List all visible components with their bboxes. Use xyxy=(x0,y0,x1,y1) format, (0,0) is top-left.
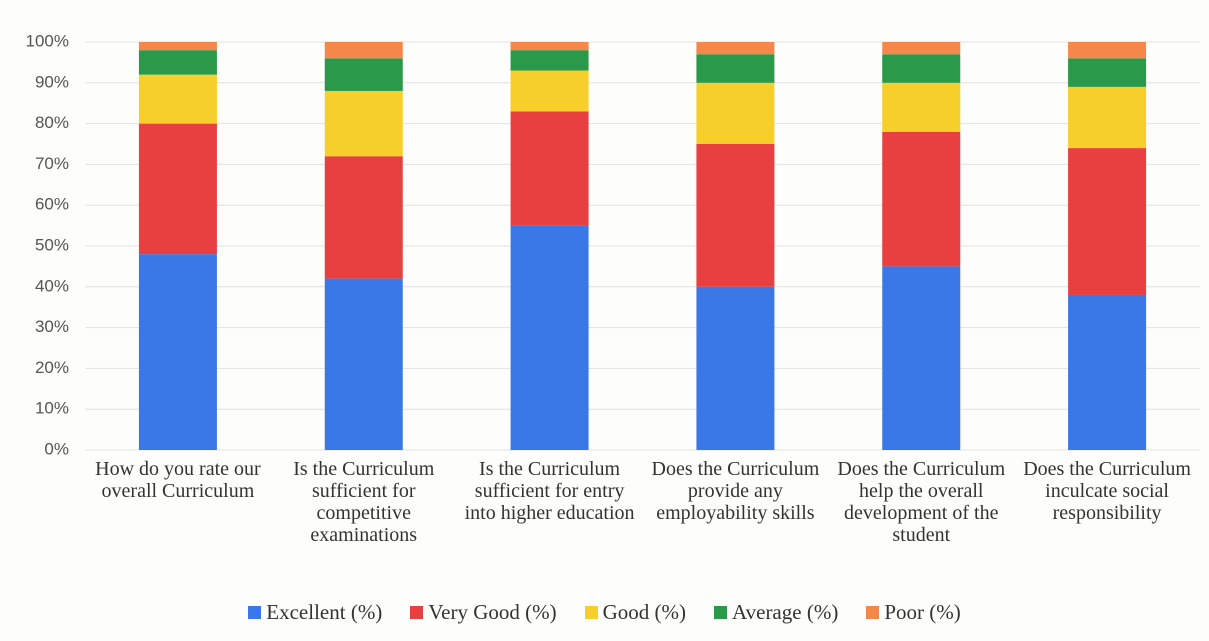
legend-swatch xyxy=(410,606,424,619)
x-tick-label: How do you rate our overall Curriculum xyxy=(95,458,261,502)
bar-segment xyxy=(882,266,961,450)
x-tick-label: Is the Curriculum sufficient for competi… xyxy=(293,458,435,546)
y-tick-label: 10% xyxy=(35,399,69,418)
bar-segment xyxy=(510,111,589,226)
y-tick-label: 60% xyxy=(35,195,69,214)
y-tick-label: 100% xyxy=(26,31,69,50)
bar-segment xyxy=(138,254,217,450)
bar-segment xyxy=(696,82,775,144)
bar-segment xyxy=(1068,148,1147,295)
bar-segment xyxy=(324,42,403,59)
bar-segment xyxy=(882,82,961,132)
bar-segment xyxy=(696,54,775,83)
y-tick-label: 20% xyxy=(35,358,69,377)
bar-segment xyxy=(138,123,217,255)
y-tick-label: 30% xyxy=(35,317,69,336)
x-tick-label: Does the Curriculum provide any employab… xyxy=(651,458,820,524)
y-tick-label: 90% xyxy=(35,72,69,91)
x-tick-label: Does the Curriculum help the overall dev… xyxy=(837,458,1006,546)
bar-segment xyxy=(1068,294,1147,450)
bar-segment xyxy=(324,156,403,279)
legend-swatch xyxy=(714,606,728,619)
y-tick-label: 0% xyxy=(44,439,69,458)
y-tick-label: 70% xyxy=(35,154,69,173)
bar-segment xyxy=(882,54,961,83)
y-tick-label: 40% xyxy=(35,276,69,295)
legend-swatch xyxy=(248,606,262,619)
bar-segment xyxy=(324,58,403,91)
bar-segment xyxy=(510,225,589,450)
legend-item: Average (%) xyxy=(714,600,838,625)
bar-segment xyxy=(1068,86,1147,149)
bar-segment xyxy=(510,70,589,112)
bar-segment xyxy=(138,74,217,124)
x-tick-label: Is the Curriculum sufficient for entry i… xyxy=(464,458,635,524)
bar-segment xyxy=(882,42,961,55)
legend-item: Good (%) xyxy=(584,600,687,625)
bar-segment xyxy=(1068,58,1147,87)
bar-segment xyxy=(696,144,775,287)
bar-segment xyxy=(510,50,589,71)
legend-label: Average (%) xyxy=(732,600,839,624)
x-tick-label: Does the Curriculum inculcate social res… xyxy=(1023,458,1191,524)
bar-segment xyxy=(882,131,961,267)
legend-label: Very Good (%) xyxy=(428,600,557,624)
legend-item: Very Good (%) xyxy=(410,600,557,625)
bar-segment xyxy=(324,278,403,450)
legend-label: Excellent (%) xyxy=(266,600,383,624)
bar-segment xyxy=(138,42,217,51)
legend-label: Good (%) xyxy=(602,600,687,624)
legend-swatch xyxy=(866,606,880,619)
y-tick-label: 50% xyxy=(35,235,69,254)
bar-segment xyxy=(324,90,403,157)
y-tick-label: 80% xyxy=(35,113,69,132)
legend: Excellent (%) Very Good (%) Good (%) Averag… xyxy=(0,600,1209,625)
bar-segment xyxy=(696,286,775,450)
legend-item: Poor (%) xyxy=(866,600,961,625)
legend-item: Excellent (%) xyxy=(248,600,382,625)
bar-segment xyxy=(1068,42,1147,59)
bar-segment xyxy=(510,42,589,51)
legend-label: Poor (%) xyxy=(884,600,961,624)
bar-segment xyxy=(138,50,217,75)
legend-swatch xyxy=(584,606,598,619)
bar-segment xyxy=(696,42,775,55)
